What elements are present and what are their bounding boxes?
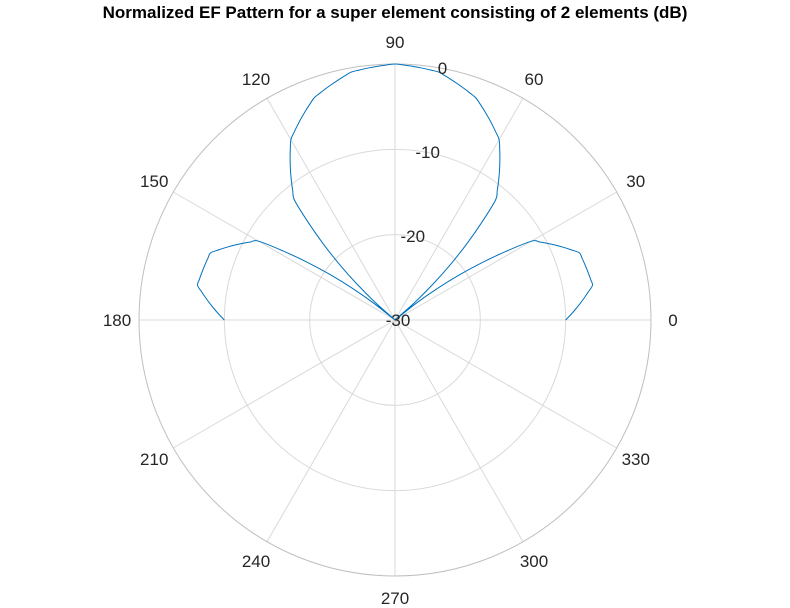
theta-tick-label-270: 270 — [381, 589, 409, 608]
r-tick-label-0: 0 — [438, 59, 447, 78]
polar-grid — [138, 63, 652, 577]
theta-tick-label-150: 150 — [140, 172, 168, 191]
r-tick-label--10: -10 — [415, 143, 440, 162]
theta-gridline-240 — [266, 319, 396, 542]
theta-tick-label-240: 240 — [242, 552, 270, 571]
theta-tick-labels: 0 30 60 90 120 150 180 210 240 270 300 330 — [103, 33, 678, 608]
r-tick-labels: -30 -20 -10 0 — [386, 59, 447, 330]
theta-gridline-300 — [394, 319, 524, 542]
chart-title: Normalized EF Pattern for a super elemen… — [102, 3, 688, 22]
r-tick-label--30: -30 — [386, 311, 411, 330]
theta-gridline-330 — [394, 319, 617, 449]
theta-gridline-30 — [394, 191, 617, 321]
theta-tick-label-180: 180 — [103, 311, 131, 330]
theta-tick-label-120: 120 — [242, 70, 270, 89]
theta-gridline-120 — [266, 98, 396, 321]
r-tick-label--20: -20 — [401, 227, 426, 246]
theta-gridline-210 — [173, 319, 396, 449]
theta-tick-label-300: 300 — [520, 552, 548, 571]
theta-tick-label-210: 210 — [140, 450, 168, 469]
series-layer — [196, 63, 594, 321]
r-gridcircle--20 — [309, 234, 481, 406]
theta-tick-label-60: 60 — [525, 70, 544, 89]
theta-tick-label-0: 0 — [668, 311, 677, 330]
theta-gridline-60 — [394, 98, 524, 321]
theta-tick-label-30: 30 — [626, 172, 645, 191]
r-gridcircle--10 — [223, 148, 567, 492]
series-line-0 — [196, 63, 594, 321]
theta-tick-label-90: 90 — [386, 33, 405, 52]
theta-tick-label-330: 330 — [622, 450, 650, 469]
theta-gridline-150 — [173, 191, 396, 321]
